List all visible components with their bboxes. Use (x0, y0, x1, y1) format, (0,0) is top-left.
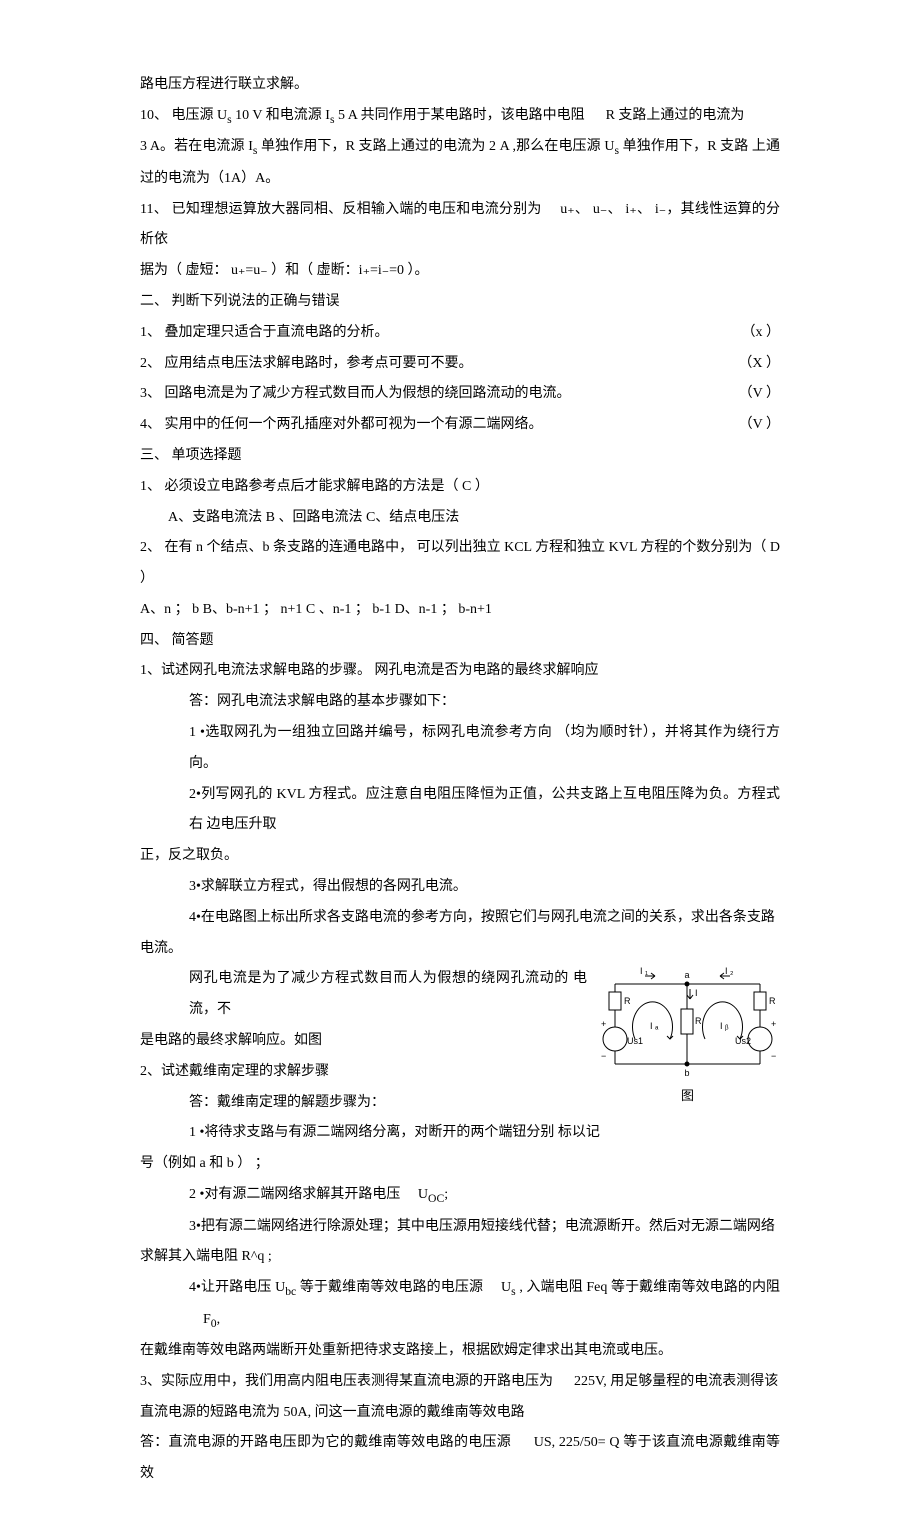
lbl: R (769, 996, 776, 1006)
sa-step: 电流。 (140, 934, 780, 965)
text-line: 路电压方程进行联立求解。 (140, 70, 780, 101)
t: ; (444, 1187, 448, 1202)
sa-step: 1 •选取网孔为一组独立回路并编号，标网孔电流参考方向 （均为顺时针），并将其作… (140, 718, 780, 780)
lbl: I (695, 988, 698, 998)
sa-answer: 答：网孔电流法求解电路的基本步骤如下： (140, 687, 780, 718)
t: U (418, 1187, 428, 1202)
judge-item: 1、 叠加定理只适合于直流电路的分析。 （x ） (140, 318, 780, 349)
section-heading: 二、 判断下列说法的正确与错误 (140, 287, 780, 318)
judge-mark: （V ） (739, 379, 780, 410)
t: F (203, 1312, 211, 1327)
sa-step: 1 •将待求支路与有源二端网络分离，对断开的两个端钮分别 标以记 (140, 1118, 780, 1149)
figure-caption: 图 (595, 1088, 780, 1104)
judge-text: 1、 叠加定理只适合于直流电路的分析。 (140, 325, 389, 340)
t: 10、 电压源 U (140, 108, 227, 123)
sa-question: 3、实际应用中，我们用高内阻电压表测得某直流电源的开路电压为 225V, 用足够… (140, 1367, 780, 1398)
circuit-figure: I ₁ a I ₂ I R R R + + Us1 Us2 I ₐ I ᵦ − … (595, 964, 780, 1104)
t: 等于戴维南等效电路的电压源 (300, 1280, 483, 1295)
t: , 入端电阻 Feq 等于戴维南等效电路的内阻 (519, 1280, 780, 1295)
t: 10 V 和电流源 I (235, 108, 330, 123)
judge-text: 4、 实用中的任何一个两孔插座对外都可视为一个有源二端网络。 (140, 417, 543, 432)
sub: s (253, 144, 258, 157)
sub: s (511, 1285, 516, 1298)
text-line: 10、 电压源 Us 10 V 和电流源 Is 5 A 共同作用于某电路时，该电… (140, 101, 780, 132)
sub: s (227, 113, 232, 126)
sa-text: 直流电源的短路电流为 50A, 问这一直流电源的戴维南等效电路 (140, 1398, 780, 1429)
judge-text: 3、 回路电流是为了减少方程式数目而人为假想的绕回路流动的电流。 (140, 386, 571, 401)
t: 5 A 共同作用于某电路时，该电路中电阻 (338, 108, 585, 123)
lbl: a (684, 970, 689, 980)
lbl: b (684, 1068, 689, 1078)
t: U (501, 1280, 511, 1295)
judge-mark: （X ） (738, 349, 780, 380)
sub: s (614, 144, 619, 157)
lbl: R (624, 996, 631, 1006)
sa-step: 4•让开路电压 Ubc 等于戴维南等效电路的电压源 Us , 入端电阻 Feq … (140, 1273, 780, 1336)
sub: bc (285, 1285, 296, 1298)
sa-step: 求解其入端电阻 R^q ; (140, 1242, 780, 1273)
sa-step: 正，反之取负。 (140, 841, 780, 872)
mc-options: A、支路电流法 B 、回路电流法 C、结点电压法 (140, 503, 780, 534)
judge-item: 4、 实用中的任何一个两孔插座对外都可视为一个有源二端网络。 （V ） (140, 410, 780, 441)
sub: s (330, 113, 335, 126)
section-heading: 三、 单项选择题 (140, 441, 780, 472)
lbl: Us2 (735, 1036, 751, 1046)
lbl: Us1 (627, 1036, 643, 1046)
t: 2 •对有源二端网络求解其开路电压 (189, 1187, 400, 1202)
sub: 0 (211, 1316, 217, 1329)
t: 4•让开路电压 U (189, 1280, 285, 1295)
mc-question: 2、 在有 n 个结点、b 条支路的连通电路中， 可以列出独立 KCL 方程和独… (140, 533, 780, 595)
judge-mark: （V ） (739, 410, 780, 441)
mc-options: A、n ； b B、b-n+1 ； n+1 C 、n-1 ； b-1 D、n-1… (140, 595, 780, 626)
lbl: I ᵦ (720, 1021, 729, 1031)
text-line: 3 A。若在电流源 Is 单独作用下，R 支路上通过的电流为 2 A ,那么在电… (140, 132, 780, 194)
t: 答：直流电源的开路电压即为它的戴维南等效电路的电压源 (140, 1435, 511, 1450)
lbl: − (771, 1051, 776, 1061)
lbl: + (771, 1019, 776, 1029)
lbl: − (601, 1051, 606, 1061)
judge-mark: （x ） (742, 318, 781, 349)
t: 单独作用下，R 支路上通过的电流为 2 A ,那么在电压源 U (261, 139, 614, 154)
sa-step: 3•求解联立方程式，得出假想的各网孔电流。 (140, 872, 780, 903)
judge-text: 2、 应用结点电压法求解电路时，参考点可要可不要。 (140, 356, 473, 371)
sa-answer: 答：直流电源的开路电压即为它的戴维南等效电路的电压源 US, 225/50= Q… (140, 1428, 780, 1490)
mc-question: 1、 必须设立电路参考点后才能求解电路的方法是（ C ） (140, 472, 780, 503)
t: R 支路上通过的电流为 (606, 108, 745, 123)
judge-item: 3、 回路电流是为了减少方程式数目而人为假想的绕回路流动的电流。 （V ） (140, 379, 780, 410)
sa-step: 3•把有源二端网络进行除源处理；其中电压源用短接线代替；电流源断开。然后对无源二… (140, 1212, 780, 1243)
judge-item: 2、 应用结点电压法求解电路时，参考点可要可不要。 （X ） (140, 349, 780, 380)
lbl: I ₂ (725, 966, 734, 976)
section-heading: 四、 简答题 (140, 626, 780, 657)
t: 3、实际应用中，我们用高内阻电压表测得某直流电源的开路电压为 (140, 1374, 553, 1389)
t: 225V, 用足够量程的电流表测得该 (574, 1374, 778, 1389)
t: 11、 已知理想运算放大器同相、反相输入端的电压和电流分别为 (140, 202, 542, 217)
t: 3 A。若在电流源 I (140, 139, 253, 154)
sa-step: 2•列写网孔的 KVL 方程式。应注意自电阻压降恒为正值，公共支路上互电阻压降为… (140, 780, 780, 842)
text-line: 据为（ 虚短： u₊=u₋ ）和（ 虚断：i₊=i₋=0 ）。 (140, 256, 780, 287)
sa-step: 2 •对有源二端网络求解其开路电压 UOC; (140, 1180, 780, 1211)
lbl: + (601, 1019, 606, 1029)
text-line: 11、 已知理想运算放大器同相、反相输入端的电压和电流分别为 u₊、 u₋、 i… (140, 195, 780, 257)
sa-question: 1、试述网孔电流法求解电路的步骤。 网孔电流是否为电路的最终求解响应 (140, 656, 780, 687)
sa-step: 在戴维南等效电路两端断开处重新把待求支路接上，根据欧姆定律求出其电流或电压。 (140, 1336, 780, 1367)
sub: OC (428, 1192, 444, 1205)
sa-step: 号（例如 a 和 b ） ； (140, 1149, 780, 1180)
lbl: R (695, 1016, 702, 1026)
sa-step: 4•在电路图上标出所求各支路电流的参考方向，按照它们与网孔电流之间的关系，求出各… (140, 903, 780, 934)
lbl: I ₐ (650, 1021, 659, 1031)
lbl: I ₁ (640, 966, 648, 976)
